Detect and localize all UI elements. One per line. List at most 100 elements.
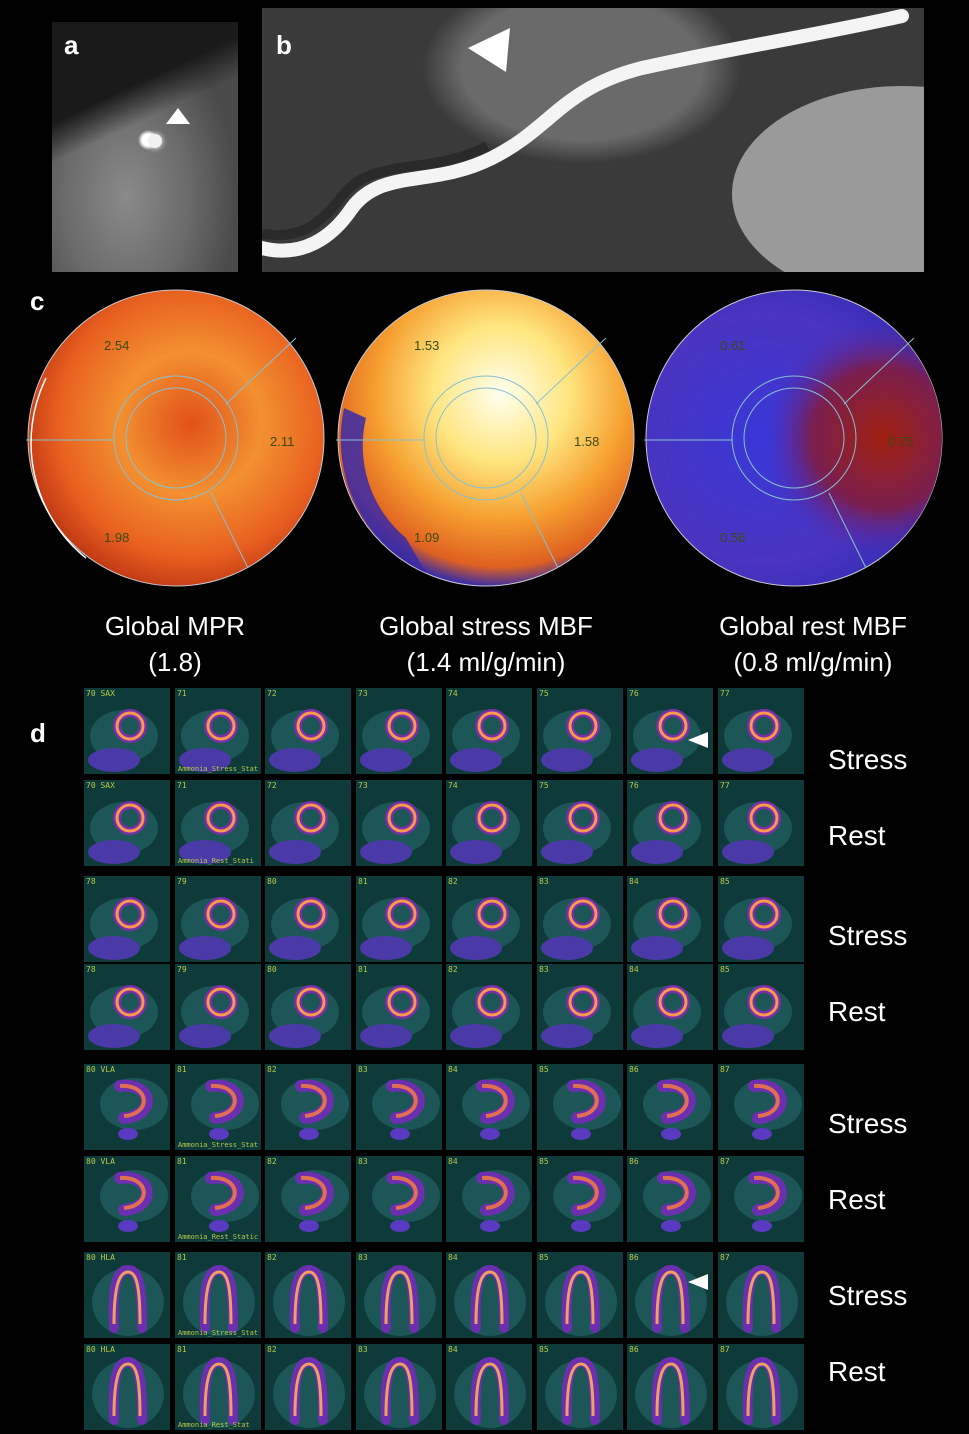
pet-slice-tile: 87 xyxy=(718,1344,804,1430)
slice-number: 82 xyxy=(448,965,458,974)
slice-number: 81 xyxy=(177,1065,187,1074)
segment-value: 1.53 xyxy=(414,338,440,353)
pet-slice-tile: 80 VLA xyxy=(84,1156,170,1242)
pet-slice-tile: 79 xyxy=(175,964,261,1050)
pet-slice-tile: 80 HLA xyxy=(84,1344,170,1430)
pet-slice-tile: 82 xyxy=(265,1156,351,1242)
panel-label-a: a xyxy=(64,30,79,60)
slice-number: 84 xyxy=(448,1157,458,1166)
slice-number: 86 xyxy=(629,1065,639,1074)
slice-number: 82 xyxy=(267,1345,277,1354)
pet-slice-tile: 77 xyxy=(718,780,804,866)
polar-map-rest-mbf: 0.61 0.75 0.56 xyxy=(644,288,944,588)
arrowhead-icon xyxy=(166,108,190,124)
ct-curved-vessel-image xyxy=(262,8,924,272)
slice-number: 79 xyxy=(177,965,187,974)
segment-value: 2.11 xyxy=(270,434,295,449)
slice-number: 81 xyxy=(177,1345,187,1354)
pet-slice-tile: 83 xyxy=(356,1252,442,1338)
slice-number: 80 HLA xyxy=(86,1345,115,1354)
pet-slice-tile: 75 xyxy=(537,780,623,866)
slice-number: 87 xyxy=(720,1065,730,1074)
series-caption: Ammonia_Stress_Stat xyxy=(178,1141,259,1149)
polar-caption-rest: Global rest MBF (0.8 ml/g/min) xyxy=(668,608,958,680)
pet-slice-tile: 87 xyxy=(718,1064,804,1150)
slice-number: 80 HLA xyxy=(86,1253,115,1262)
row-label: Stress xyxy=(828,744,908,775)
slice-number: 79 xyxy=(177,877,187,886)
series-caption: Ammonia_Rest_Static xyxy=(178,1233,259,1241)
pet-slice-tile: 80 xyxy=(265,876,351,962)
slice-number: 70 SAX xyxy=(86,781,115,790)
ct-cross-section-image xyxy=(52,22,238,272)
pet-slice-tile: 84 xyxy=(627,876,713,962)
caption-line: (1.4 ml/g/min) xyxy=(406,647,566,677)
row-label: Rest xyxy=(828,1184,886,1215)
pet-slice-tile: 83 xyxy=(356,1344,442,1430)
pet-slice-tile: 81 xyxy=(356,876,442,962)
slice-number: 83 xyxy=(358,1065,368,1074)
pet-slice-tile: 70 SAX xyxy=(84,780,170,866)
pet-slice-tile: 74 xyxy=(446,688,532,774)
panel-label-d: d xyxy=(30,718,46,748)
row-label: Rest xyxy=(828,1356,886,1387)
slice-number: 83 xyxy=(358,1157,368,1166)
pet-slice-tile: 85 xyxy=(537,1252,623,1338)
slice-number: 84 xyxy=(448,1253,458,1262)
slice-number: 78 xyxy=(86,965,96,974)
slice-number: 87 xyxy=(720,1253,730,1262)
slice-number: 76 xyxy=(629,781,639,790)
pet-slice-tile: 86 xyxy=(627,1064,713,1150)
caption-line: Global stress MBF xyxy=(379,611,593,641)
slice-number: 81 xyxy=(177,1253,187,1262)
polar-caption-mpr: Global MPR (1.8) xyxy=(40,608,310,680)
pet-slice-tile: 85 xyxy=(537,1064,623,1150)
segment-value: 0.56 xyxy=(720,530,746,545)
slice-number: 72 xyxy=(267,781,277,790)
pet-slice-tile: 83 xyxy=(356,1156,442,1242)
slice-number: 85 xyxy=(539,1253,549,1262)
pet-slice-tile: 82 xyxy=(446,876,532,962)
slice-number: 71 xyxy=(177,689,187,698)
series-caption: Ammonia_Stress_Stat xyxy=(178,1329,259,1337)
series-caption: Ammonia_Rest_Stat xyxy=(178,1421,250,1429)
polar-caption-stress: Global stress MBF (1.4 ml/g/min) xyxy=(336,608,636,680)
slice-number: 75 xyxy=(539,781,549,790)
pet-slice-tile: 77 xyxy=(718,688,804,774)
pet-slice-tile: 81 xyxy=(356,964,442,1050)
pet-slice-tile: 70 SAX xyxy=(84,688,170,774)
pet-slice-tile: 73 xyxy=(356,780,442,866)
pet-slice-tile: 85 xyxy=(718,876,804,962)
pet-slice-tile: 81 Ammonia_Stress_Stat xyxy=(175,1252,261,1338)
arrowhead-icon xyxy=(468,28,510,72)
pet-slice-tile: 82 xyxy=(446,964,532,1050)
segment-value: 1.98 xyxy=(104,530,130,545)
pet-slice-tile: 78 xyxy=(84,876,170,962)
slice-number: 82 xyxy=(448,877,458,886)
pet-slice-tile: 84 xyxy=(446,1344,532,1430)
slice-number: 84 xyxy=(448,1065,458,1074)
pet-slice-tile: 81 Ammonia_Stress_Stat xyxy=(175,1064,261,1150)
series-caption: Ammonia_Stress_Stat xyxy=(178,765,259,773)
slice-number: 87 xyxy=(720,1345,730,1354)
caption-line: Global MPR xyxy=(104,611,246,641)
polar-map-stress-mbf: 1.53 1.58 1.09 xyxy=(336,288,636,588)
slice-number: 82 xyxy=(267,1065,277,1074)
caption-line: (0.8 ml/g/min) xyxy=(733,647,893,677)
pet-slice-tile: 86 xyxy=(627,1344,713,1430)
row-label: Stress xyxy=(828,1108,908,1139)
pet-slice-tile: 85 xyxy=(537,1344,623,1430)
pet-slice-tile: 72 xyxy=(265,688,351,774)
pet-slice-tile: 84 xyxy=(446,1064,532,1150)
slice-number: 80 xyxy=(267,877,277,886)
slice-number: 72 xyxy=(267,689,277,698)
pet-slice-tile: 76 xyxy=(627,688,713,774)
pet-slice-tile: 80 HLA xyxy=(84,1252,170,1338)
pet-slice-tile: 71 Ammonia_Rest_Stati xyxy=(175,780,261,866)
pet-slice-tile: 71 Ammonia_Stress_Stat xyxy=(175,688,261,774)
panel-label-b: b xyxy=(276,30,292,60)
slice-number: 80 xyxy=(267,965,277,974)
pet-slice-tile: 85 xyxy=(537,1156,623,1242)
pet-slice-tile: 83 xyxy=(537,964,623,1050)
arrowhead-icon xyxy=(688,732,708,748)
